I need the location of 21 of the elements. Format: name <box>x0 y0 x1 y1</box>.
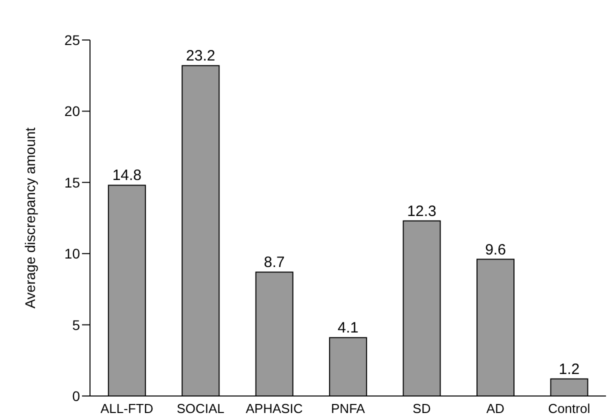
data-label: 23.2 <box>186 48 216 65</box>
x-tick-label: SD <box>412 401 431 416</box>
y-tick-label: 20 <box>64 103 80 120</box>
data-label: 9.6 <box>485 241 506 258</box>
data-label: 4.1 <box>338 320 358 337</box>
x-tick-label: ALL-FTD <box>100 401 154 416</box>
x-tick-label: SOCIAL <box>176 401 224 416</box>
y-tick-label: 15 <box>64 174 80 190</box>
y-tick-label: 25 <box>64 32 80 48</box>
x-tick-label: PNFA <box>331 401 366 416</box>
y-tick-label: 5 <box>72 316 80 333</box>
data-label: 14.8 <box>112 167 142 184</box>
data-label: 8.7 <box>264 254 285 272</box>
y-tick-label: 0 <box>72 388 80 404</box>
data-label: 1.2 <box>558 360 580 378</box>
y-axis-title: Average discrepancy amount <box>22 127 38 309</box>
y-tick-label: 10 <box>64 246 80 262</box>
x-tick-label: Control <box>548 401 590 416</box>
x-tick-label: APHASIC <box>246 401 303 416</box>
x-tick-label: AD <box>486 401 504 416</box>
data-label: 12.3 <box>407 202 436 220</box>
